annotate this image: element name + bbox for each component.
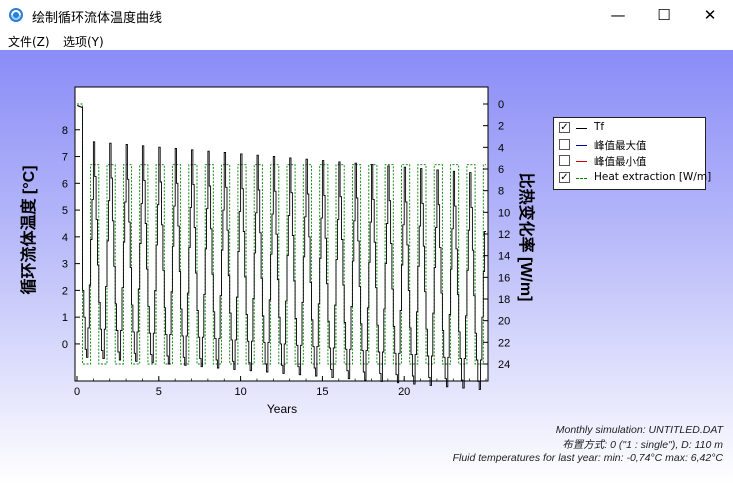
y-right-tick-label: 4 bbox=[498, 142, 504, 154]
maximize-button[interactable]: ☐ bbox=[657, 6, 671, 24]
tf-checkbox[interactable]: ✓ bbox=[559, 122, 570, 133]
legend-item-peak-min[interactable]: 峰值最小值 bbox=[559, 154, 704, 169]
legend-item-peak-max[interactable]: 峰值最大值 bbox=[559, 138, 704, 153]
menu-bar: 文件(Z) 选项(Y) bbox=[0, 30, 733, 50]
y-left-tick-label: 6 bbox=[62, 178, 68, 190]
info-layout: 布置方式: 0 ("1 : single"), D: 110 m bbox=[562, 439, 723, 451]
peak-max-legend-label: 峰值最大值 bbox=[594, 140, 647, 152]
tf-legend-swatch bbox=[576, 128, 587, 129]
heat-extraction-legend-swatch bbox=[576, 178, 587, 179]
minimize-button[interactable]: — bbox=[610, 6, 626, 24]
y-right-tick-label: 20 bbox=[498, 316, 510, 328]
y-left-tick-label: 4 bbox=[62, 232, 68, 244]
menu-options[interactable]: 选项(Y) bbox=[63, 35, 104, 49]
y-right-tick-label: 10 bbox=[498, 207, 510, 219]
title-bar: 绘制循环流体温度曲线 — ☐ ✕ bbox=[0, 0, 733, 30]
app-icon bbox=[9, 8, 23, 22]
y-left-tick-label: 2 bbox=[62, 285, 68, 297]
y-right-tick-label: 14 bbox=[498, 251, 510, 263]
x-axis-label: Years bbox=[267, 402, 297, 416]
info-simulation: Monthly simulation: UNTITLED.DAT bbox=[555, 424, 723, 436]
heat-extraction-checkbox[interactable]: ✓ bbox=[559, 172, 570, 183]
y-left-tick-label: 8 bbox=[62, 125, 68, 137]
y-right-tick-label: 24 bbox=[498, 359, 510, 371]
info-fluid-temps: Fluid temperatures for last year: min: -… bbox=[452, 452, 723, 464]
close-button[interactable]: ✕ bbox=[703, 6, 717, 24]
window-title: 绘制循环流体温度曲线 bbox=[32, 11, 163, 26]
x-tick-label: 5 bbox=[156, 386, 162, 398]
y-right-tick-label: 22 bbox=[498, 337, 510, 349]
peak-max-legend-swatch bbox=[576, 145, 587, 146]
x-tick-label: 15 bbox=[316, 386, 328, 398]
tf-series-line bbox=[77, 105, 486, 390]
peak-max-checkbox[interactable] bbox=[559, 139, 570, 150]
peak-min-legend-label: 峰值最小值 bbox=[594, 156, 647, 168]
y-right-tick-label: 8 bbox=[498, 186, 504, 198]
peak-min-legend-swatch bbox=[576, 161, 587, 162]
legend-item-heat-extraction[interactable]: ✓ Heat extraction [W/m] bbox=[559, 171, 711, 186]
legend-item-tf[interactable]: ✓ Tf bbox=[559, 121, 704, 136]
y-right-tick-label: 18 bbox=[498, 294, 510, 306]
x-tick-label: 10 bbox=[234, 386, 246, 398]
x-tick-label: 0 bbox=[74, 386, 80, 398]
tf-legend-label: Tf bbox=[594, 121, 605, 133]
y-left-tick-label: 0 bbox=[62, 339, 68, 351]
y-left-tick-label: 7 bbox=[62, 152, 68, 164]
y-right-tick-label: 6 bbox=[498, 164, 504, 176]
peak-min-checkbox[interactable] bbox=[559, 155, 570, 166]
y-left-tick-label: 1 bbox=[62, 312, 68, 324]
y-right-tick-label: 16 bbox=[498, 272, 510, 284]
heat-extraction-legend-label: Heat extraction [W/m] bbox=[594, 171, 712, 183]
y-axis-left-label: 循环流体温度 [°C] bbox=[19, 165, 38, 294]
y-left-tick-label: 3 bbox=[62, 259, 68, 271]
x-tick-label: 20 bbox=[398, 386, 410, 398]
y-right-tick-label: 12 bbox=[498, 229, 510, 241]
y-right-tick-label: 2 bbox=[498, 121, 504, 133]
y-axis-right-label: 比热变化率 [W/m] bbox=[517, 173, 536, 302]
y-left-tick-label: 5 bbox=[62, 205, 68, 217]
legend: ✓ Tf 峰值最大值 峰值最小值 ✓ Heat extraction [W/m] bbox=[553, 117, 711, 190]
y-right-tick-label: 0 bbox=[498, 99, 504, 111]
menu-file[interactable]: 文件(Z) bbox=[8, 35, 50, 49]
